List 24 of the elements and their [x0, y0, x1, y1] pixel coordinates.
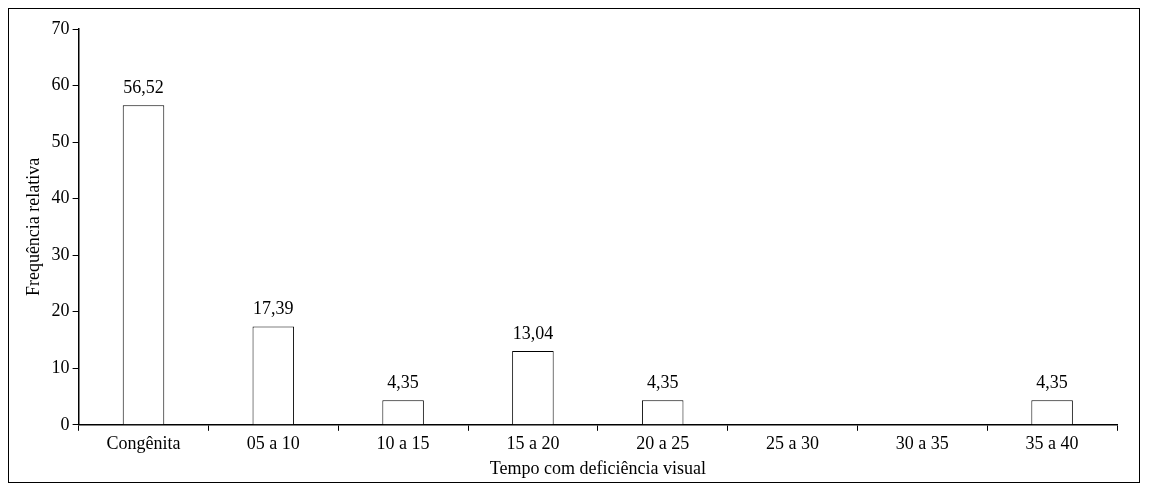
data-label: 13,04	[512, 322, 554, 343]
x-tick-label: 25 a 30	[766, 433, 819, 454]
data-label: 56,52	[123, 76, 164, 97]
x-tick-label: 10 a 15	[376, 433, 430, 454]
y-tick-label: 60	[51, 74, 70, 95]
x-tick-label: Congênita	[106, 433, 181, 454]
x-tick-label: 35 a 40	[1025, 433, 1079, 454]
data-label: 4,35	[387, 371, 419, 392]
y-tick-label: 20	[51, 300, 70, 321]
y-axis-title: Frequência relativa	[22, 157, 43, 297]
y-tick-label: 10	[51, 356, 70, 377]
y-tick-label: 40	[51, 187, 70, 208]
y-tick-label: 70	[51, 17, 70, 38]
x-tick-label: 30 a 35	[895, 433, 949, 454]
x-tick-label: 20 a 25	[636, 433, 690, 454]
x-tick-label: 05 a 10	[246, 433, 300, 454]
x-tick-label: 15 a 20	[506, 433, 560, 454]
x-axis-title: Tempo com deficiência visual	[489, 457, 706, 478]
y-tick-label: 50	[51, 130, 70, 151]
data-label: 17,39	[253, 298, 294, 319]
y-tick-label: 30	[51, 243, 70, 264]
data-label: 4,35	[1036, 371, 1068, 392]
y-tick-label: 0	[60, 413, 70, 434]
data-label: 4,35	[646, 371, 679, 392]
